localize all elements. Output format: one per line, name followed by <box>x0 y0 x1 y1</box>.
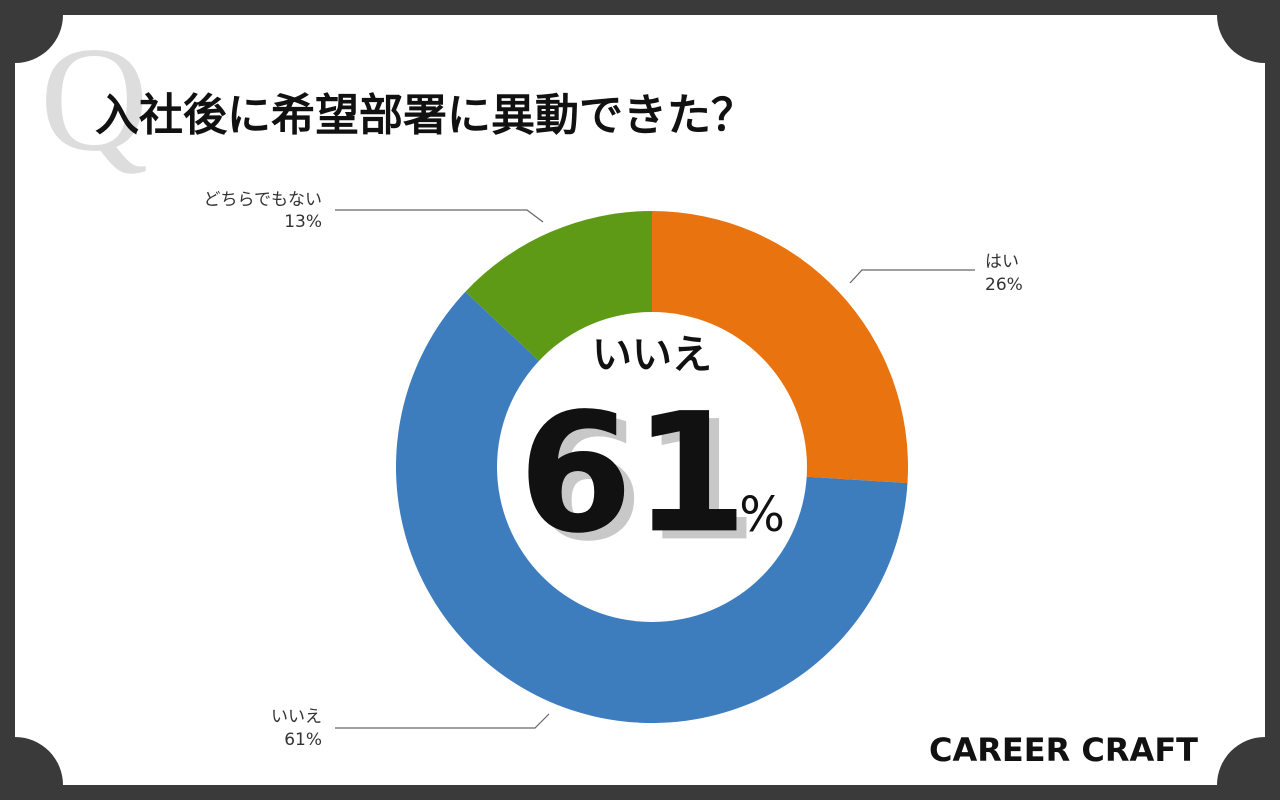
chart-title: 入社後に希望部署に異動できた？ <box>95 90 755 141</box>
corner <box>1217 737 1280 800</box>
leader-line <box>335 713 550 729</box>
slice-value-label: 61% <box>284 730 322 750</box>
corner <box>0 0 63 63</box>
center-unit: % <box>739 487 785 543</box>
donut-hole <box>497 312 807 622</box>
slice-label: いいえ <box>271 707 322 727</box>
center-label: いいえ <box>592 332 712 378</box>
slice-value-label: 26% <box>985 275 1023 295</box>
watermark: Q <box>40 16 148 182</box>
corner <box>0 737 63 800</box>
leader-line <box>849 269 975 284</box>
slice-value-label: 13% <box>284 212 322 232</box>
slice-label: はい <box>985 252 1019 272</box>
brand: CAREER CRAFT <box>929 731 1198 769</box>
slice-label: どちらでもない <box>204 190 323 210</box>
center-value-shadow: 61 <box>528 385 758 577</box>
center-value: 61 <box>518 377 748 569</box>
leader-line <box>335 209 544 223</box>
corner <box>1217 0 1280 63</box>
